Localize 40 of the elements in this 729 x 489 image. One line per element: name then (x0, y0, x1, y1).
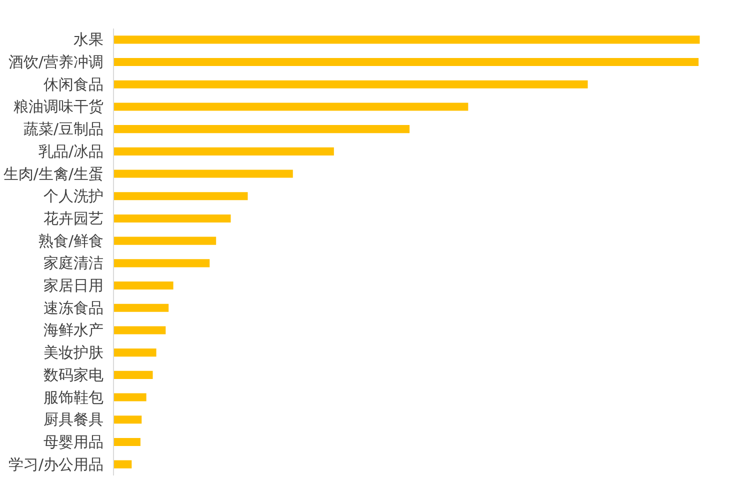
bar (114, 58, 699, 66)
bar (114, 304, 169, 312)
y-tick-label: 服饰鞋包 (44, 388, 104, 406)
y-tick-label: 海鲜水产 (44, 321, 104, 340)
y-tick-label: 速冻食品 (44, 298, 104, 317)
bar (114, 416, 142, 424)
y-tick-label: 酒饮/营养冲调 (8, 53, 104, 72)
bar (114, 36, 700, 44)
y-tick-label: 粮油调味干货 (14, 98, 104, 116)
bar (114, 438, 140, 446)
bar (114, 348, 156, 357)
bar (114, 170, 293, 178)
y-tick-label: 乳品/冰品 (38, 142, 104, 160)
bar (114, 393, 146, 402)
bar (114, 125, 410, 134)
bar (114, 102, 468, 111)
y-tick-label: 美妆护肤 (44, 344, 104, 362)
bar (114, 192, 248, 200)
y-tick-label: 休闲食品 (44, 75, 104, 94)
y-tick-label: 蔬菜/豆制品 (23, 120, 104, 138)
bar (114, 259, 210, 268)
y-tick-label: 个人洗护 (44, 187, 104, 206)
y-tick-label: 母婴用品 (44, 432, 104, 451)
y-tick-label: 家居日用 (44, 276, 104, 295)
y-tick-label: 学习/办公用品 (8, 455, 104, 474)
bar (114, 236, 216, 245)
y-tick-label: 数码家电 (44, 366, 104, 384)
y-tick-label: 熟食/鲜食 (38, 232, 104, 250)
y-tick-label: 水果 (74, 30, 104, 49)
y-tick-label: 家庭清洁 (44, 254, 104, 272)
bar (114, 370, 153, 379)
bar (114, 80, 588, 88)
y-tick-label: 厨具餐具 (44, 410, 104, 429)
y-tick-label: 生肉/生禽/生蛋 (3, 164, 104, 183)
bar (114, 214, 231, 222)
bar (114, 147, 334, 156)
bar (114, 460, 132, 468)
bar (114, 326, 166, 334)
y-tick-label: 花卉园艺 (44, 209, 104, 228)
bar (114, 282, 174, 290)
